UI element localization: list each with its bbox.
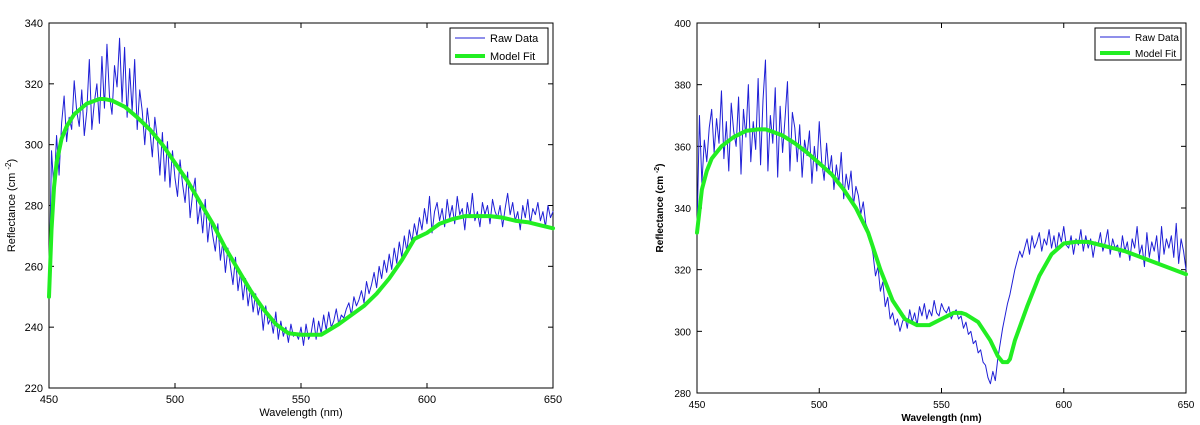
legend-label: Model Fit [490, 51, 535, 63]
x-tick-label: 500 [166, 394, 184, 406]
y-tick-label: 360 [674, 142, 691, 153]
y-tick-label: 340 [674, 204, 691, 215]
y-tick-label: 320 [674, 266, 691, 277]
y-tick-label: 340 [25, 18, 43, 30]
legend-label: Raw Data [490, 33, 539, 45]
y-axis-label: Reflectance (cm -2) [654, 163, 666, 252]
y-tick-label: 300 [674, 327, 691, 338]
x-tick-label: 550 [933, 400, 950, 411]
x-tick-label: 650 [544, 394, 562, 406]
y-tick-label: 300 [25, 140, 43, 152]
y-tick-label: 380 [674, 81, 691, 92]
x-tick-label: 450 [40, 394, 58, 406]
raw-data-line [48, 37, 554, 346]
y-tick-label: 260 [25, 261, 43, 273]
x-tick-label: 600 [1055, 400, 1072, 411]
x-axis-label: Wavelength (nm) [259, 407, 342, 419]
model-fit-line [47, 97, 555, 337]
y-axis-label: Reflectance (cm -2) [4, 159, 18, 252]
y-tick-label: 220 [25, 383, 43, 395]
legend-label: Model Fit [1135, 49, 1176, 60]
x-tick-label: 650 [1178, 400, 1195, 411]
y-tick-label: 320 [25, 79, 43, 91]
left-chart: 450 500 550 600 650 220 240 260 280 300 320 340 Wave… [4, 18, 562, 419]
plot-area [696, 22, 1187, 394]
y-tick-label: 280 [674, 389, 691, 400]
legend: Raw Data Model Fit [449, 27, 549, 65]
legend: Raw Data Model Fit [1094, 27, 1182, 61]
model-fit-line [695, 127, 1188, 365]
x-tick-label: 550 [292, 394, 310, 406]
x-tick-label: 600 [418, 394, 436, 406]
y-tick-label: 240 [25, 322, 43, 334]
x-tick-label: 500 [811, 400, 828, 411]
legend-label: Raw Data [1135, 33, 1179, 44]
y-tick-label: 280 [25, 201, 43, 213]
x-tick-label: 450 [689, 400, 706, 411]
right-chart: 450 500 550 600 650 280 300 320 340 360 380 400 Wave… [654, 19, 1195, 424]
y-tick-label: 400 [674, 19, 691, 30]
x-axis-label: Wavelength (nm) [901, 413, 981, 424]
